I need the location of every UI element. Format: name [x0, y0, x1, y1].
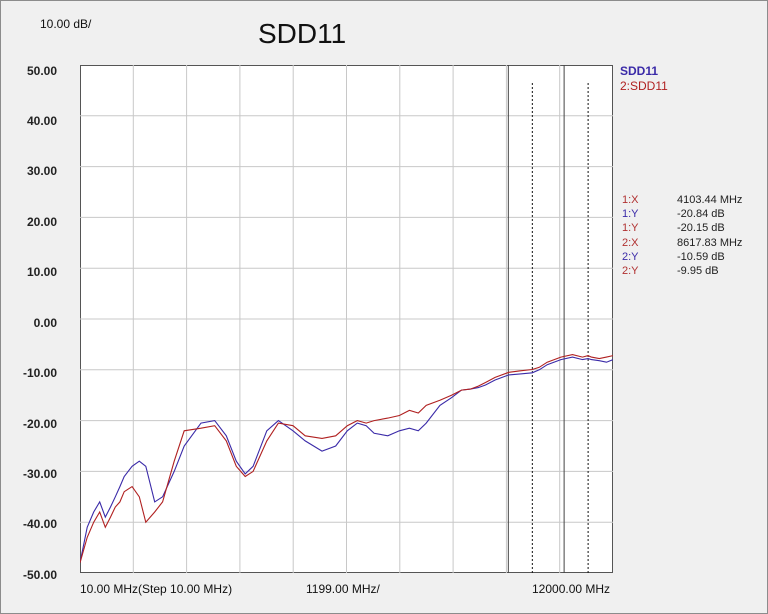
series-line-2	[80, 354, 613, 563]
marker-readout-value: 4103.44 MHz	[677, 194, 743, 206]
ytick-label: 40.00	[26, 114, 57, 128]
ytick-label: 10.00	[26, 265, 57, 279]
xtick-label-start: 10.00 MHz(Step 10.00 MHz)	[80, 582, 233, 596]
ytick-label: -10.00	[22, 366, 57, 380]
ytick-label: -40.00	[22, 517, 57, 531]
ytick-label: 20.00	[26, 215, 57, 229]
ytick-label: -20.00	[22, 417, 57, 431]
marker-readout-label: 1:Y	[622, 222, 639, 234]
ytick-label: 30.00	[26, 164, 57, 178]
marker-readout-value: -9.95 dB	[677, 265, 719, 277]
marker-readout-label: 2:X	[622, 237, 639, 249]
marker-readout-label: 2:Y	[622, 265, 639, 277]
ytick-label: 50.00	[26, 64, 57, 78]
marker-readout-value: -20.15 dB	[677, 222, 725, 234]
xtick-label-mid: 1199.00 MHz/	[306, 582, 380, 596]
ytick-label: 0.00	[33, 316, 57, 330]
marker-readout-label: 1:X	[622, 194, 639, 206]
marker-readout-value: -10.59 dB	[677, 251, 725, 263]
ytick-label: -50.00	[22, 568, 57, 582]
scale-label: 10.00 dB/	[40, 17, 92, 31]
ytick-label: -30.00	[22, 467, 57, 481]
plot-svg	[80, 65, 613, 573]
legend-entry-sdd11: SDD11	[620, 64, 659, 78]
xtick-label-end: 12000.00 MHz	[532, 582, 611, 596]
legend-entry-2-sdd11: 2:SDD11	[620, 79, 668, 93]
marker-readout-value: -20.84 dB	[677, 208, 725, 220]
marker-readout-label: 1:Y	[622, 208, 639, 220]
chart-title: SDD11	[258, 18, 347, 49]
marker-readout-label: 2:Y	[622, 251, 639, 263]
series-line-1	[80, 356, 613, 563]
marker-readout-value: 8617.83 MHz	[677, 237, 743, 249]
